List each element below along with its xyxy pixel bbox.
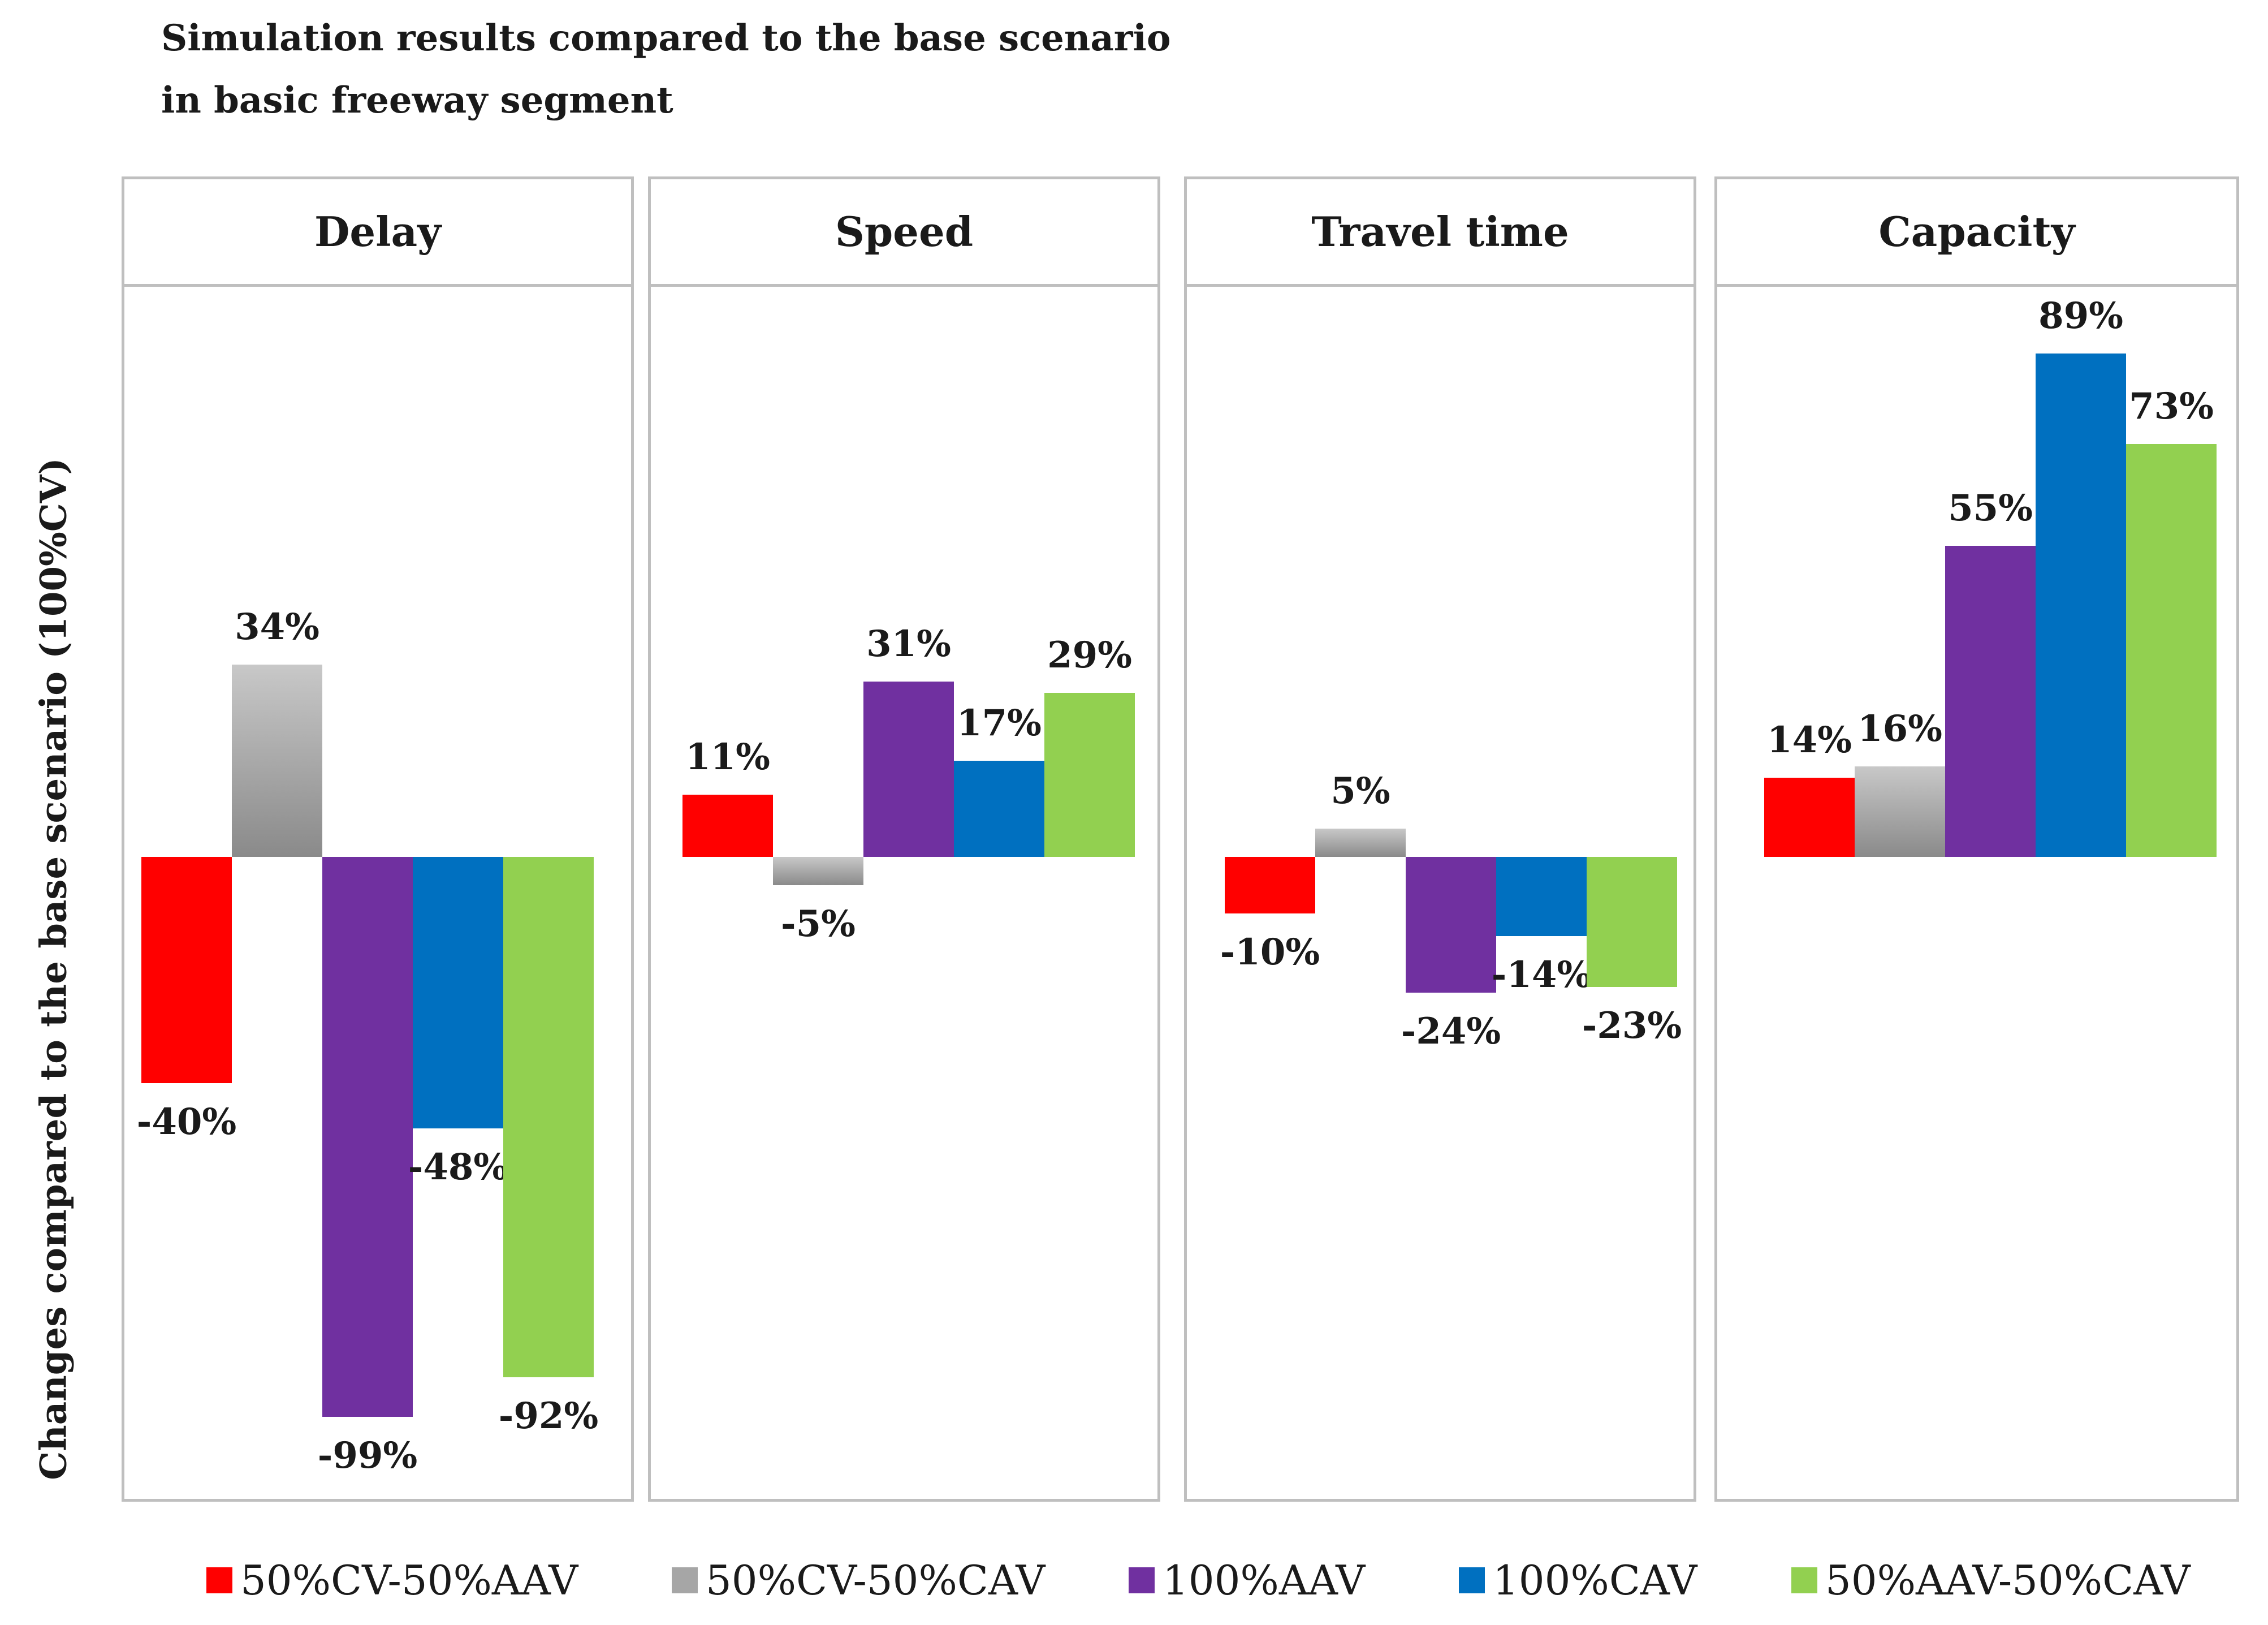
legend-swatch [206,1567,232,1593]
chart-title-line-1: Simulation results compared to the base … [161,17,1171,59]
bar-travel-time-s0 [1225,857,1315,913]
bar-speed-s3 [954,761,1044,857]
legend-label: 50%CV-50%AAV [240,1557,578,1604]
data-label: -24% [1401,1010,1501,1053]
bar-capacity-s4 [2126,444,2217,857]
panel-title: Speed [651,179,1157,287]
legend-label: 50%AAV-50%CAV [1825,1557,2191,1604]
data-label: -48% [408,1146,508,1188]
data-label: -40% [137,1101,236,1143]
bar-delay-s0 [141,857,232,1083]
data-label: -99% [318,1434,417,1477]
legend-swatch [1129,1567,1155,1593]
legend-swatch [672,1567,698,1593]
bar-delay-s3 [413,857,503,1128]
bar-travel-time-s2 [1406,857,1496,993]
bar-travel-time-s3 [1496,857,1587,936]
data-label: 34% [235,606,319,648]
data-label: 16% [1857,708,1942,750]
panel-travel-time: Travel time [1184,176,1696,1502]
data-label: 73% [2129,385,2214,428]
legend-label: 100%AAV [1163,1557,1366,1604]
bar-delay-s2 [322,857,413,1417]
bar-speed-s2 [863,682,954,857]
bar-speed-s0 [682,795,773,857]
panel-title: Capacity [1717,179,2236,287]
data-label: 14% [1767,719,1852,761]
legend-item: 50%CV-50%CAV [672,1557,1045,1604]
data-label: 29% [1047,634,1132,676]
data-label: 11% [685,736,770,778]
data-label: 5% [1330,770,1390,812]
data-label: -5% [781,903,856,945]
legend-swatch [1791,1567,1817,1593]
data-label: -92% [499,1395,598,1437]
panel-title: Delay [124,179,631,287]
data-label: 55% [1948,487,2033,529]
bar-capacity-s2 [1945,546,2036,857]
panel-title: Travel time [1187,179,1694,287]
bar-capacity-s0 [1764,778,1855,857]
bar-speed-s4 [1044,693,1135,857]
legend-item: 50%CV-50%AAV [206,1557,578,1604]
legend-label: 100%CAV [1493,1557,1697,1604]
data-label: -23% [1582,1005,1682,1047]
data-label: -14% [1492,954,1591,996]
data-label: 17% [957,702,1042,744]
chart-title-line-2: in basic freeway segment [161,79,673,122]
legend-item: 100%AAV [1129,1557,1365,1604]
legend-item: 50%AAV-50%CAV [1791,1557,2191,1604]
bar-travel-time-s1 [1315,829,1406,857]
legend-label: 50%CV-50%CAV [706,1557,1046,1604]
bar-capacity-s3 [2036,354,2126,857]
data-label: 89% [2038,295,2123,337]
bar-capacity-s1 [1855,766,1945,857]
bar-travel-time-s4 [1587,857,1677,987]
legend-swatch [1459,1567,1485,1593]
bar-speed-s1 [773,857,863,885]
legend-item: 100%CAV [1459,1557,1697,1604]
data-label: 31% [866,623,951,665]
bar-delay-s1 [232,665,322,857]
bar-delay-s4 [503,857,594,1377]
data-label: -10% [1220,931,1320,973]
